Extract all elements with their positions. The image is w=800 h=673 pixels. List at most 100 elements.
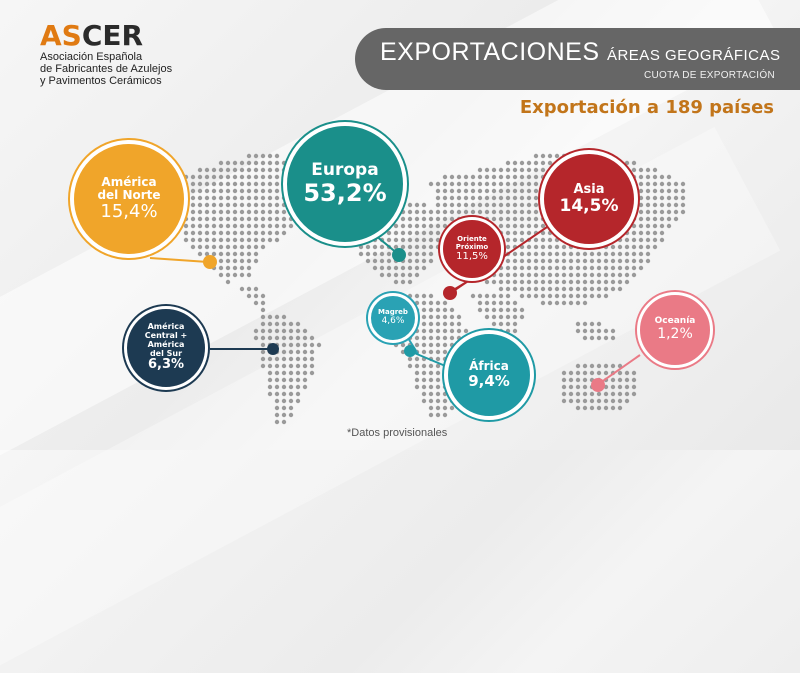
map-dot: [519, 209, 525, 215]
map-dot: [267, 167, 273, 173]
map-dot: [281, 384, 287, 390]
map-dot: [183, 237, 189, 243]
map-dot: [386, 230, 392, 236]
map-dot: [295, 321, 301, 327]
map-dot: [505, 258, 511, 264]
marker-africa: [404, 345, 416, 357]
map-dot: [204, 244, 210, 250]
map-dot: [414, 370, 420, 376]
map-dot: [232, 272, 238, 278]
map-dot: [631, 251, 637, 257]
map-dot: [526, 272, 532, 278]
map-dot: [421, 377, 427, 383]
map-dot: [421, 237, 427, 243]
map-dot: [666, 202, 672, 208]
map-dot: [183, 223, 189, 229]
map-dot: [435, 370, 441, 376]
map-dot: [449, 335, 455, 341]
map-dot: [610, 384, 616, 390]
map-dot: [260, 349, 266, 355]
map-dot: [253, 160, 259, 166]
map-dot: [442, 174, 448, 180]
map-dot: [498, 216, 504, 222]
map-dot: [246, 174, 252, 180]
map-dot: [442, 188, 448, 194]
map-dot: [505, 314, 511, 320]
map-dot: [281, 335, 287, 341]
map-dot: [274, 160, 280, 166]
map-dot: [491, 181, 497, 187]
map-dot: [218, 244, 224, 250]
map-dot: [617, 258, 623, 264]
map-dot: [561, 370, 567, 376]
map-dot: [449, 307, 455, 313]
connectors: [149, 224, 641, 392]
map-dot: [407, 279, 413, 285]
map-dot: [596, 293, 602, 299]
map-dot: [253, 181, 259, 187]
map-dot: [190, 195, 196, 201]
map-dot: [414, 328, 420, 334]
map-dot: [582, 279, 588, 285]
map-dot: [505, 237, 511, 243]
map-dot: [456, 174, 462, 180]
map-dot: [239, 202, 245, 208]
map-dot: [435, 377, 441, 383]
map-dot: [400, 279, 406, 285]
map-dot: [260, 307, 266, 313]
map-dot: [477, 209, 483, 215]
map-dot: [498, 195, 504, 201]
map-dot: [610, 398, 616, 404]
map-dot: [260, 342, 266, 348]
map-dot: [624, 279, 630, 285]
map-dot: [533, 195, 539, 201]
map-dot: [393, 223, 399, 229]
map-dot: [505, 230, 511, 236]
map-dot: [638, 174, 644, 180]
map-dot: [428, 300, 434, 306]
map-dot: [582, 328, 588, 334]
map-dot: [652, 195, 658, 201]
map-dot: [267, 363, 273, 369]
map-dot: [540, 223, 546, 229]
map-dot: [561, 279, 567, 285]
map-dot: [288, 384, 294, 390]
map-dot: [218, 251, 224, 257]
map-dot: [449, 174, 455, 180]
map-dot: [561, 398, 567, 404]
map-dot: [561, 377, 567, 383]
map-dot: [617, 244, 623, 250]
map-dot: [561, 286, 567, 292]
map-dot: [428, 237, 434, 243]
map-dot: [505, 265, 511, 271]
map-dot: [218, 202, 224, 208]
map-dot: [379, 272, 385, 278]
map-dot: [533, 244, 539, 250]
map-dot: [498, 209, 504, 215]
map-dot: [435, 209, 441, 215]
map-dot: [400, 272, 406, 278]
map-dot: [267, 195, 273, 201]
map-dot: [435, 363, 441, 369]
map-dot: [505, 244, 511, 250]
map-dot: [491, 300, 497, 306]
map-dot: [400, 230, 406, 236]
map-dot: [295, 377, 301, 383]
logo-subtitle: Asociación Española de Fabricantes de Az…: [40, 51, 220, 87]
logo-subtitle-line-1: Asociación Española: [40, 51, 143, 63]
map-dot: [554, 237, 560, 243]
map-dot: [568, 272, 574, 278]
map-dot: [246, 223, 252, 229]
logo-subtitle-line-3: y Pavimentos Cerámicos: [40, 75, 162, 87]
map-dot: [526, 167, 532, 173]
map-dot: [589, 370, 595, 376]
map-dot: [540, 160, 546, 166]
map-dot: [631, 258, 637, 264]
map-dot: [484, 314, 490, 320]
map-dot: [414, 237, 420, 243]
map-dot: [526, 258, 532, 264]
map-dot: [204, 202, 210, 208]
map-dot: [435, 237, 441, 243]
map-dot: [260, 188, 266, 194]
map-dot: [680, 202, 686, 208]
